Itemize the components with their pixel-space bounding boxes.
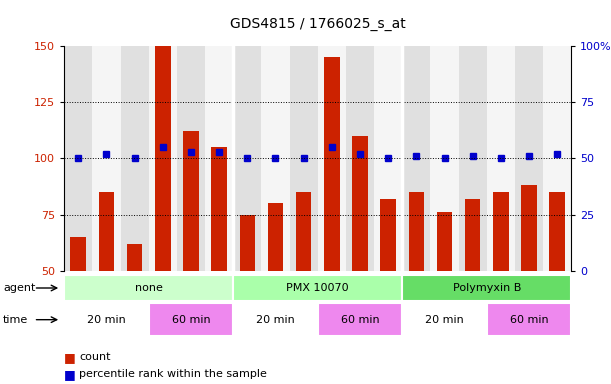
Text: time: time	[3, 314, 28, 325]
Text: count: count	[79, 352, 111, 362]
Text: 20 min: 20 min	[87, 314, 126, 325]
Bar	[409, 192, 424, 271]
Bar	[211, 147, 227, 271]
Bar	[233, 46, 262, 271]
Bar	[148, 303, 233, 336]
Bar	[430, 46, 459, 271]
Text: 20 min: 20 min	[425, 314, 464, 325]
Bar	[177, 46, 205, 271]
Bar	[64, 303, 148, 336]
Bar	[92, 46, 120, 271]
Text: ■: ■	[64, 351, 80, 364]
Bar	[64, 46, 92, 271]
Bar	[374, 46, 402, 271]
Bar	[233, 275, 402, 301]
Bar	[268, 204, 284, 271]
Text: 20 min: 20 min	[256, 314, 295, 325]
Bar	[352, 136, 368, 271]
Bar	[148, 46, 177, 271]
Text: 60 min: 60 min	[341, 314, 379, 325]
Bar	[487, 303, 571, 336]
Text: agent: agent	[3, 283, 35, 293]
Bar	[64, 275, 233, 301]
Text: 60 min: 60 min	[172, 314, 210, 325]
Text: GDS4815 / 1766025_s_at: GDS4815 / 1766025_s_at	[230, 17, 406, 31]
Bar	[120, 46, 148, 271]
Bar	[240, 215, 255, 271]
Text: 60 min: 60 min	[510, 314, 548, 325]
Bar	[402, 303, 487, 336]
Bar	[487, 46, 515, 271]
Bar	[70, 237, 86, 271]
Text: PMX 10070: PMX 10070	[287, 283, 349, 293]
Text: ■: ■	[64, 368, 80, 381]
Bar	[465, 199, 480, 271]
Bar	[262, 46, 290, 271]
Text: none: none	[135, 283, 163, 293]
Bar	[381, 199, 396, 271]
Bar	[205, 46, 233, 271]
Bar	[318, 303, 402, 336]
Bar	[183, 131, 199, 271]
Bar	[459, 46, 487, 271]
Bar	[233, 303, 318, 336]
Bar	[324, 57, 340, 271]
Bar	[296, 192, 312, 271]
Bar	[346, 46, 374, 271]
Bar	[127, 244, 142, 271]
Bar	[402, 46, 430, 271]
Bar	[437, 212, 452, 271]
Text: percentile rank within the sample: percentile rank within the sample	[79, 369, 267, 379]
Bar	[515, 46, 543, 271]
Bar	[98, 192, 114, 271]
Bar	[318, 46, 346, 271]
Bar	[549, 192, 565, 271]
Bar	[402, 275, 571, 301]
Bar	[290, 46, 318, 271]
Bar	[521, 185, 537, 271]
Bar	[155, 46, 170, 271]
Bar	[493, 192, 508, 271]
Text: Polymyxin B: Polymyxin B	[453, 283, 521, 293]
Bar	[543, 46, 571, 271]
